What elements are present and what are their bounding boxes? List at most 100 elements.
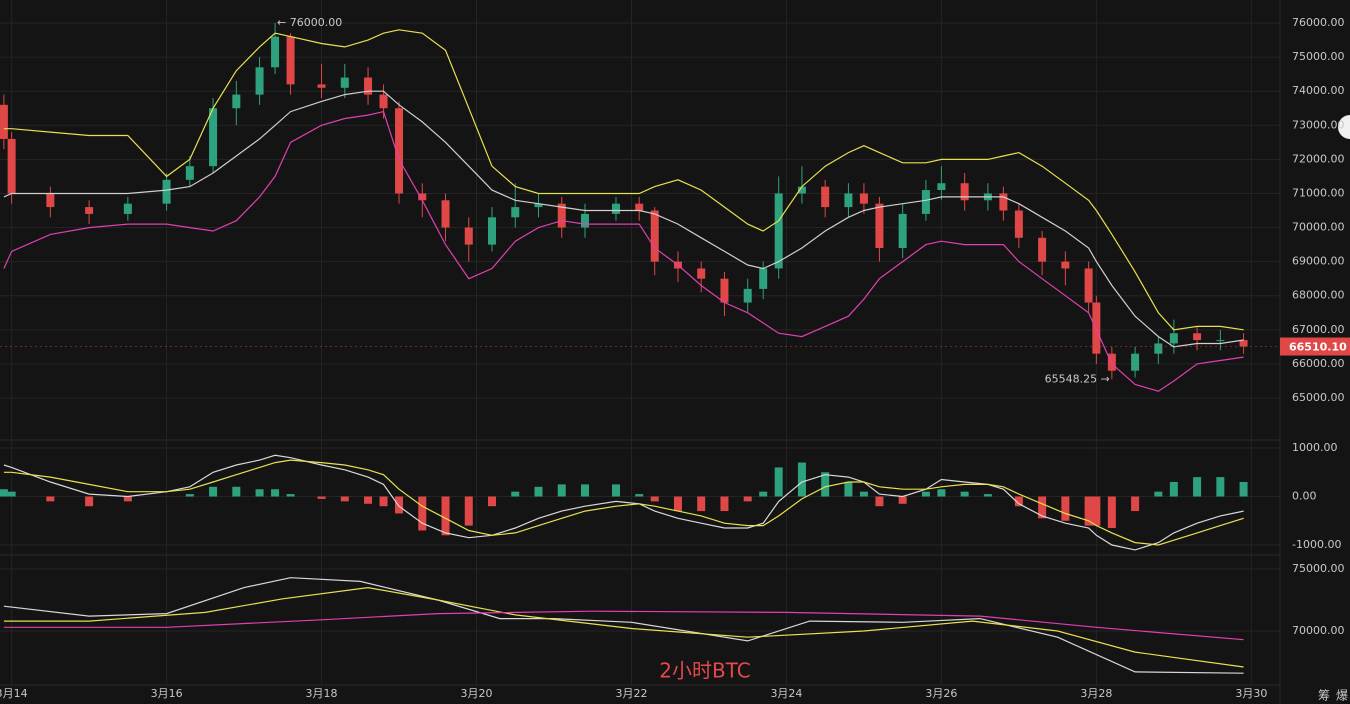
- y-tick-label: 67000.00: [1292, 323, 1345, 336]
- candle-body: [859, 193, 868, 204]
- candle-body: [774, 193, 783, 269]
- y-tick-label: 74000.00: [1292, 84, 1345, 97]
- y-tick-label: 71000.00: [1292, 186, 1345, 199]
- price-annotation: 65548.25 →: [1045, 372, 1110, 385]
- candle-body: [395, 108, 404, 194]
- x-tick-label: 3月20: [461, 687, 493, 700]
- macd-bar: [534, 486, 543, 497]
- candle-body: [1154, 343, 1163, 354]
- macd-bar: [611, 484, 620, 497]
- indicator-line: [3, 29, 1244, 331]
- candle-body: [875, 203, 884, 249]
- macd-bar: [209, 486, 218, 497]
- y-tick-label: 72000.00: [1292, 152, 1345, 165]
- indicator-line: [3, 90, 1244, 348]
- candle-body: [759, 268, 768, 289]
- candle-body: [580, 213, 589, 228]
- candle-body: [364, 77, 373, 95]
- macd-bar: [511, 491, 520, 497]
- macd-bar: [185, 494, 194, 497]
- macd-bar: [1154, 491, 1163, 497]
- candle-body: [821, 186, 830, 208]
- x-tick-label: 3月14: [0, 687, 28, 700]
- x-tick-label: 3月16: [151, 687, 183, 700]
- macd-bar: [46, 496, 55, 502]
- macd-bar: [580, 484, 589, 497]
- macd-bar: [673, 496, 682, 512]
- candle-body: [1038, 237, 1047, 262]
- candle-body: [185, 166, 194, 180]
- macd-bar: [774, 467, 783, 497]
- candle-body: [123, 203, 132, 214]
- macd-bar: [317, 496, 326, 499]
- macd-bar: [983, 494, 992, 497]
- macd-bar: [1169, 481, 1178, 497]
- macd-bar: [1193, 477, 1202, 497]
- macd-bar: [123, 496, 132, 502]
- macd-bar: [797, 462, 806, 497]
- candle-body: [1239, 340, 1248, 347]
- candle-body: [1193, 333, 1202, 341]
- candle-body: [1216, 340, 1225, 342]
- y-tick-label: 70000.00: [1292, 221, 1345, 234]
- candle-body: [1014, 210, 1023, 238]
- macd-bar: [821, 472, 830, 497]
- toolbar-item[interactable]: 筹: [1318, 689, 1330, 703]
- candle-body: [286, 36, 295, 85]
- indicator-line: [3, 454, 1244, 551]
- y-tick-label: 76000.00: [1292, 16, 1345, 29]
- macd-bar: [340, 496, 349, 502]
- x-tick-label: 3月24: [770, 687, 802, 700]
- y-tick-label: 68000.00: [1292, 289, 1345, 302]
- macd-bar: [921, 491, 930, 497]
- candle-body: [379, 94, 388, 109]
- candle-body: [921, 190, 930, 214]
- x-tick-label: 3月28: [1080, 687, 1112, 700]
- candle-body: [46, 193, 55, 208]
- candle-body: [1061, 261, 1070, 269]
- candle-body: [464, 227, 473, 245]
- macd-bar: [697, 496, 706, 512]
- candle-body: [317, 84, 326, 88]
- candle-body: [720, 278, 729, 303]
- macd-bar: [364, 496, 373, 504]
- y-tick-label: 73000.00: [1292, 118, 1345, 131]
- toolbar-item[interactable]: 爆: [1336, 689, 1348, 703]
- candle-body: [85, 207, 94, 214]
- last-price-label: 66510.10: [1289, 341, 1347, 354]
- indicator-line: [3, 610, 1244, 641]
- macd-bar: [1014, 496, 1023, 507]
- x-tick-label: 3月22: [615, 687, 647, 700]
- macd-bar: [7, 491, 16, 497]
- candle-body: [650, 210, 659, 262]
- macd-bar: [1061, 496, 1070, 521]
- candle-body: [697, 268, 706, 279]
- y-tick-label: 0.00: [1292, 490, 1317, 503]
- macd-bar: [441, 496, 450, 536]
- candle-body: [635, 203, 644, 211]
- candle-body: [844, 193, 853, 208]
- candle-body: [611, 203, 620, 214]
- macd-bar: [232, 486, 241, 497]
- y-tick-label: 75000.00: [1292, 50, 1345, 63]
- macd-bar: [960, 491, 969, 497]
- candle-body: [534, 203, 543, 208]
- macd-bar: [1216, 477, 1225, 497]
- side-button[interactable]: [1338, 115, 1350, 139]
- candle-body: [271, 36, 280, 68]
- watermark: 2小时BTC: [659, 659, 750, 683]
- macd-bar: [85, 496, 94, 507]
- candle-body: [209, 108, 218, 167]
- macd-bar: [720, 496, 729, 512]
- candle-body: [418, 193, 427, 201]
- macd-bar: [557, 484, 566, 497]
- macd-bar: [898, 496, 907, 504]
- candle-body: [488, 217, 497, 245]
- indicator-line: [3, 586, 1244, 668]
- macd-bar: [859, 491, 868, 497]
- macd-bar: [759, 491, 768, 497]
- candle-body: [937, 183, 946, 191]
